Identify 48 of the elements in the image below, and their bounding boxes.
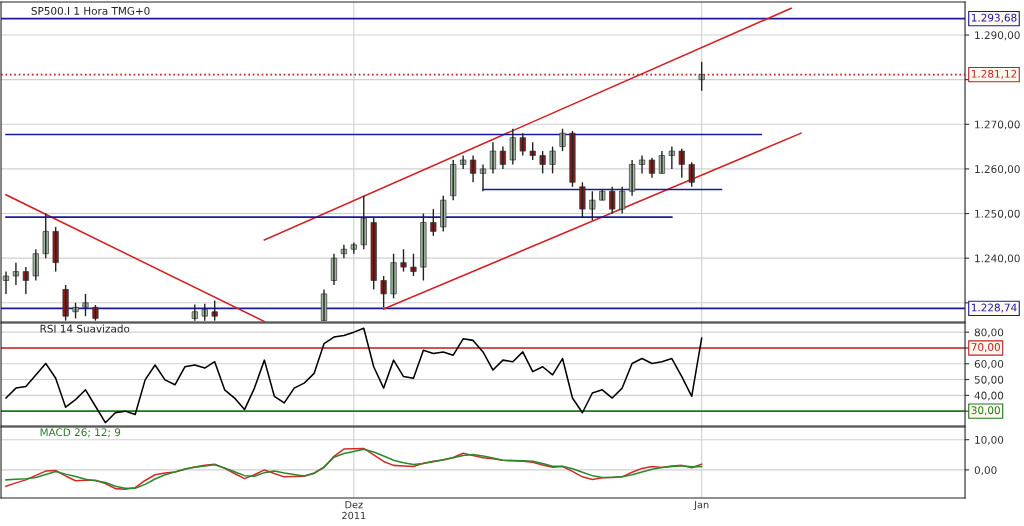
candlestick — [460, 154, 467, 170]
ref-line-label: 30,00 — [971, 406, 1000, 416]
x-tick-label: Dez 2011 — [342, 501, 366, 520]
candlestick — [42, 212, 49, 259]
y-tick-label: 1.290,00 — [975, 31, 1020, 41]
ref-line-label: 1.281,12 — [971, 69, 1017, 79]
chart-title: SP500.I 1 Hora TMG+0 — [31, 6, 150, 15]
ref-line-label: 70,00 — [971, 343, 1000, 353]
y-tick-label: 1.260,00 — [975, 165, 1020, 175]
y-tick-label: 1.240,00 — [975, 254, 1020, 264]
candlestick — [609, 186, 616, 215]
candlestick — [579, 181, 586, 219]
chart-title: RSI 14 Suavizado — [40, 324, 130, 333]
x-tick-label: Jan — [693, 501, 709, 511]
candlestick — [390, 253, 397, 300]
y-tick-label: 60,00 — [974, 359, 1004, 369]
y-tick-label: 80,00 — [974, 328, 1004, 338]
candlestick — [430, 208, 437, 237]
candlestick — [678, 148, 685, 179]
candlestick — [688, 161, 695, 188]
candlestick — [440, 195, 447, 233]
candlestick — [549, 145, 556, 175]
candlestick — [52, 226, 59, 273]
candlestick — [360, 195, 367, 250]
candlestick — [410, 253, 417, 277]
y-tick-label: 1.250,00 — [975, 209, 1020, 219]
candlestick — [539, 150, 546, 175]
candlestick — [400, 248, 407, 273]
candlestick — [589, 190, 596, 221]
ref-line-label: 1.293,68 — [971, 13, 1017, 23]
candlestick — [82, 293, 89, 317]
candlestick — [380, 275, 387, 308]
candlestick — [668, 145, 675, 170]
y-tick-label: 10,00 — [975, 435, 1004, 445]
candlestick — [370, 217, 377, 291]
y-tick-label: 1.270,00 — [975, 120, 1020, 130]
y-tick-label: 50,00 — [974, 375, 1004, 385]
candlestick — [569, 130, 576, 188]
chart-title: MACD 26; 12; 9 — [40, 428, 121, 438]
candlestick — [350, 241, 357, 255]
candlestick — [420, 212, 427, 282]
candlestick — [450, 159, 457, 201]
candlestick — [698, 61, 705, 92]
candlestick — [559, 128, 566, 152]
candlestick — [519, 132, 526, 157]
y-tick-label: 40,00 — [974, 391, 1004, 401]
y-tick-label: 0,00 — [974, 466, 997, 476]
ref-line-label: 1.228,74 — [971, 303, 1017, 313]
